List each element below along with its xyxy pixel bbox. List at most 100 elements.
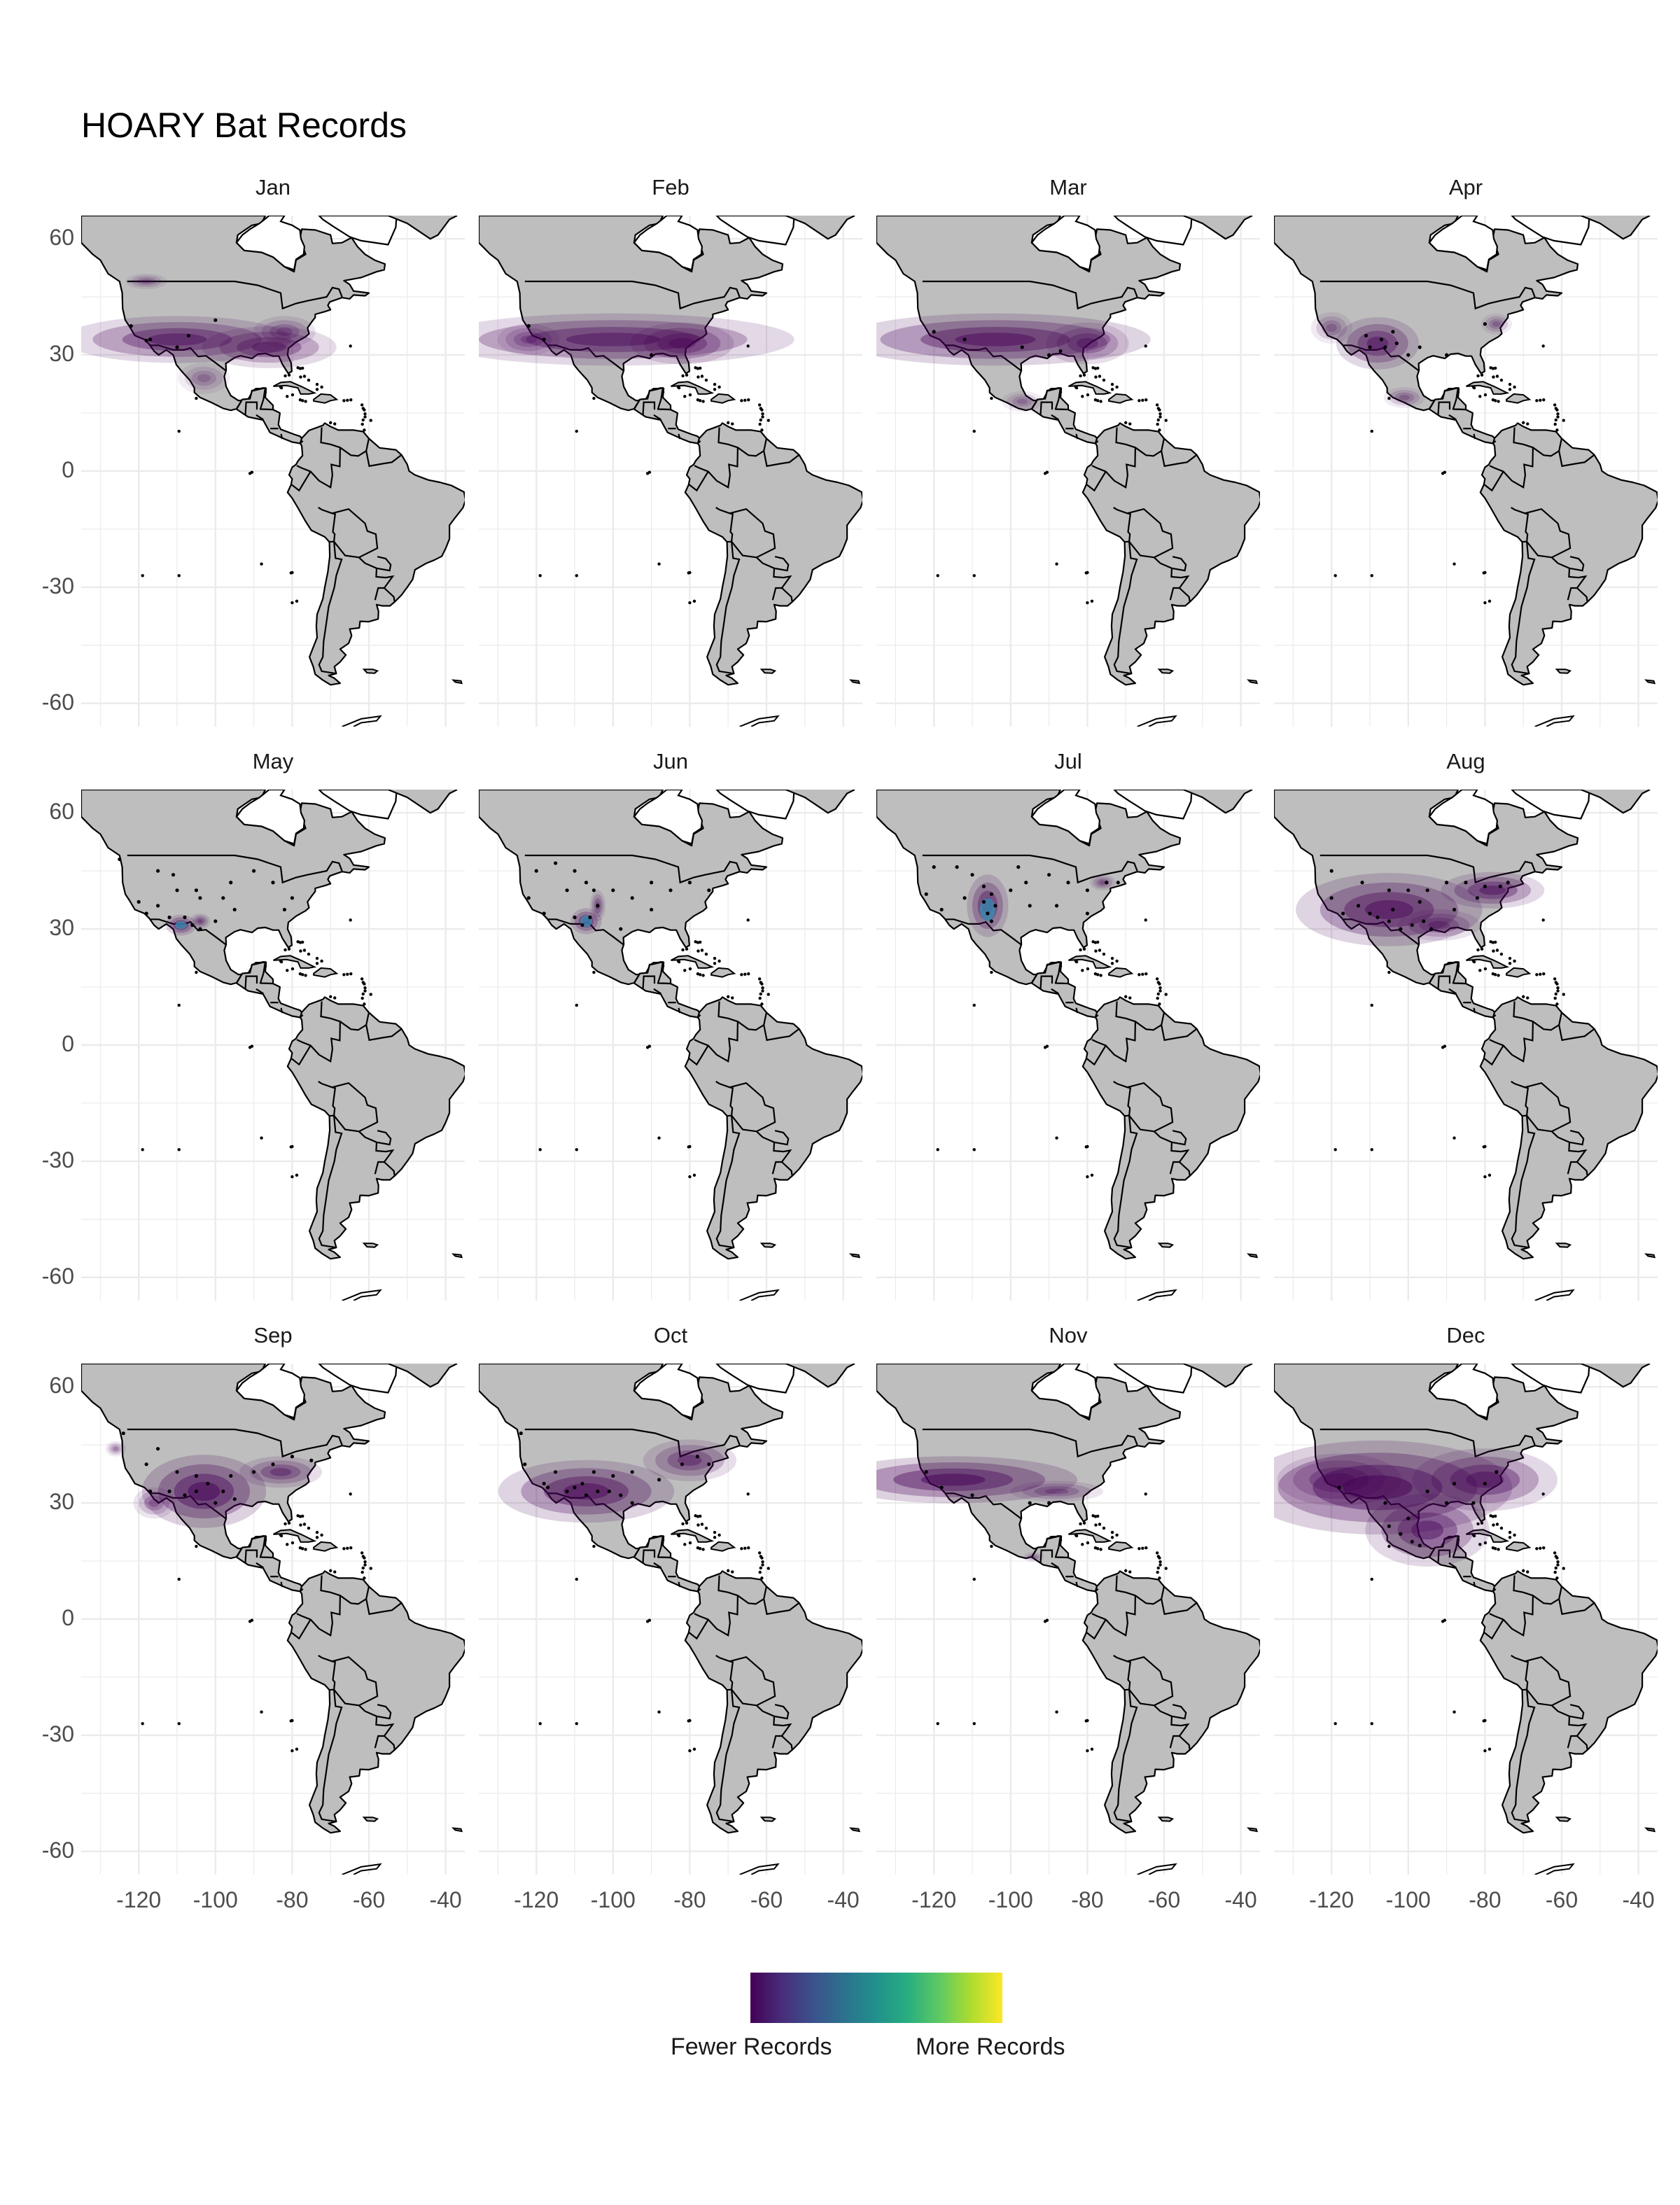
record-point (1058, 349, 1063, 354)
density-blob (239, 1456, 323, 1488)
facet-label: Aug (1446, 749, 1485, 774)
water-bodies (235, 1364, 398, 1419)
record-point (584, 881, 589, 885)
record-point (183, 1493, 187, 1497)
x-tick-label: -40 (429, 1887, 462, 1912)
record-point (596, 1489, 600, 1494)
density-blob (1278, 1452, 1478, 1522)
record-point (1024, 881, 1028, 885)
record-point (526, 896, 531, 900)
record-point (1329, 896, 1334, 900)
record-point (1383, 345, 1387, 349)
record-point (924, 892, 928, 896)
record-point (282, 907, 287, 912)
density-blob (1026, 1553, 1042, 1562)
density-blob (147, 333, 207, 346)
record-point (156, 1447, 160, 1451)
record-point (989, 892, 993, 896)
record-point (1383, 1501, 1387, 1505)
record-point (1498, 884, 1502, 888)
islands (273, 381, 463, 727)
density-blob (1323, 1473, 1356, 1487)
record-point (1445, 1501, 1449, 1505)
y-tick-label: 60 (49, 225, 74, 251)
y-tick-label: -30 (41, 1721, 74, 1746)
density-blob (1450, 1464, 1520, 1495)
record-point (1387, 1524, 1391, 1528)
record-point (1364, 333, 1368, 338)
water-bodies (633, 790, 795, 845)
density-blob (1067, 333, 1107, 354)
record-point (1047, 873, 1051, 877)
x-tick-label: -80 (276, 1887, 309, 1912)
record-points (932, 330, 1063, 357)
y-tick-label: -30 (41, 1147, 74, 1172)
y-tick-label: 30 (49, 1489, 74, 1515)
map-panel-dec: Dec (1274, 1323, 1658, 1875)
x-tick-label: -40 (1622, 1887, 1655, 1912)
small-islands (936, 344, 1168, 605)
record-point (1429, 927, 1434, 931)
record-point (1399, 927, 1403, 931)
x-tick-label: -60 (750, 1887, 783, 1912)
record-point (1028, 1501, 1032, 1505)
density-blob (1044, 1488, 1069, 1494)
record-points (526, 324, 654, 357)
record-point (190, 923, 195, 927)
record-point (542, 1481, 546, 1486)
record-point (171, 873, 176, 877)
greenland (387, 216, 458, 240)
record-point (144, 1462, 148, 1466)
density-blob (1357, 330, 1398, 356)
density-blob (1480, 313, 1513, 335)
facet-label: Mar (1049, 175, 1087, 200)
density-blob (1343, 1475, 1413, 1500)
density-blob (1030, 1555, 1037, 1559)
facet-label: Feb (652, 175, 690, 200)
record-point (607, 1489, 611, 1494)
density-blob (1028, 1554, 1039, 1560)
record-point (1418, 899, 1422, 904)
islands (671, 381, 861, 727)
density-hotspot (175, 921, 187, 930)
record-point (232, 1497, 237, 1502)
facet-label: Jan (255, 175, 290, 200)
record-point (573, 1485, 577, 1490)
y-tick-label: 30 (49, 915, 74, 941)
density-blob (1467, 881, 1518, 899)
record-point (1494, 1470, 1499, 1474)
density-blob (655, 1445, 724, 1476)
density-layer (876, 313, 1151, 412)
record-point (1356, 904, 1361, 908)
country-borders (922, 854, 1197, 1249)
record-point (198, 896, 202, 900)
record-point (1337, 1485, 1341, 1490)
facet-label: Apr (1448, 175, 1483, 200)
small-islands (1334, 344, 1565, 605)
greenland (785, 790, 855, 814)
record-point (1410, 923, 1414, 927)
density-blob (1326, 323, 1337, 332)
record-point (630, 896, 634, 900)
density-blob (1274, 1440, 1513, 1535)
record-point (680, 1462, 685, 1466)
map-panel-jan: Jan (81, 175, 465, 727)
density-blob (1034, 1486, 1079, 1497)
record-points (526, 861, 711, 931)
water-bodies (1030, 790, 1193, 845)
density-blob (1016, 398, 1028, 405)
record-point (1368, 345, 1372, 349)
record-point (1483, 322, 1487, 326)
record-point (1016, 865, 1021, 869)
record-point (1483, 1481, 1487, 1486)
record-point (221, 1489, 225, 1494)
record-point (1085, 888, 1089, 892)
map-panel-feb: Feb (479, 175, 862, 727)
record-point (1452, 907, 1457, 912)
x-tick-label: -100 (590, 1887, 636, 1912)
y-tick-label: 60 (49, 799, 74, 825)
water-bodies (1428, 1364, 1590, 1419)
x-tick-label: -80 (1469, 1887, 1502, 1912)
record-points (121, 1431, 314, 1505)
density-blob (668, 337, 696, 349)
